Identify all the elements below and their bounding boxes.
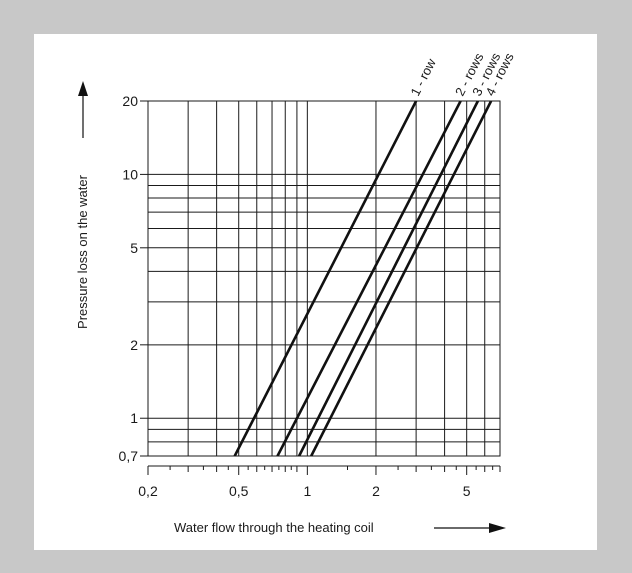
- series-line-2: [276, 100, 462, 457]
- y-tick-label: 20: [122, 93, 138, 109]
- x-tick-label: 0,2: [138, 483, 158, 499]
- y-tick-label: 0,7: [119, 448, 139, 464]
- series-line-4: [310, 100, 493, 457]
- series-label-1: 1 - row: [407, 56, 439, 99]
- x-axis-title: Water flow through the heating coil: [174, 520, 374, 535]
- y-tick-label: 2: [130, 337, 138, 353]
- x-tick-label: 2: [372, 483, 380, 499]
- y-axis-title: Pressure loss on the water: [75, 174, 90, 329]
- y-tick-label: 10: [122, 166, 138, 182]
- x-tick-label: 5: [463, 483, 471, 499]
- ticks-layer: [140, 100, 501, 475]
- x-axis-arrow: [434, 523, 506, 533]
- y-tick-label: 5: [130, 240, 138, 256]
- plot-frame: [147, 100, 501, 457]
- series-line-1: [233, 100, 418, 457]
- series-line-3: [297, 100, 480, 457]
- y-axis-arrow: [78, 81, 88, 138]
- chart-card: 0,2 0,5 1 2 5 0,7 1 2 5 10 20 1 - row 2 - rows 3 - ro…: [34, 34, 597, 550]
- x-tick-label: 1: [303, 483, 311, 499]
- y-tick-label: 1: [130, 410, 138, 426]
- x-tick-label: 0,5: [229, 483, 249, 499]
- series-layer: [233, 100, 493, 457]
